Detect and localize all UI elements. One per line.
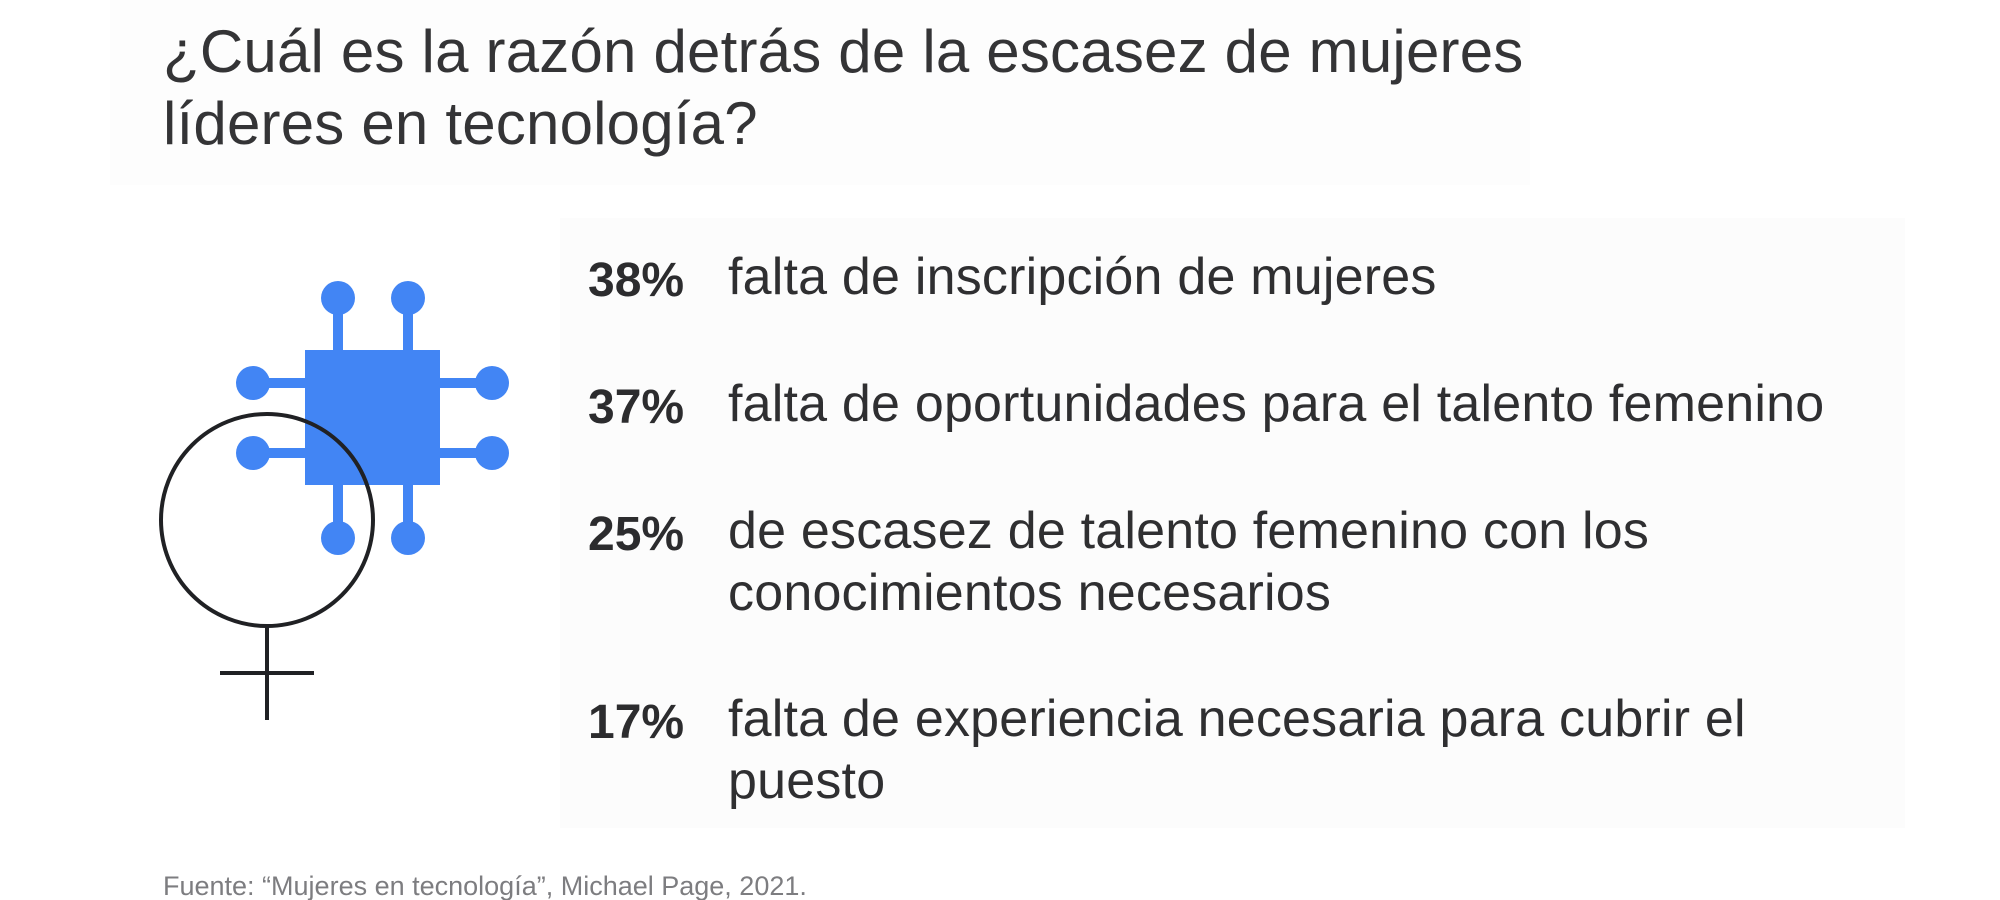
source-citation: Fuente: “Mujeres en tecnología”, Michael… bbox=[163, 871, 807, 900]
stat-description: de escasez de talento femenino con los c… bbox=[728, 502, 1650, 622]
stat-item-experiencia: 17% falta de experiencia necesaria para … bbox=[588, 688, 1838, 812]
stats-background bbox=[560, 218, 1905, 828]
stat-description: falta de experiencia necesaria para cubr… bbox=[728, 690, 1746, 810]
stat-item-escasez-talento: 25% de escasez de talento femenino con l… bbox=[588, 500, 1708, 624]
stat-percent: 38% bbox=[588, 254, 685, 307]
stat-description: falta de inscripción de mujeres bbox=[728, 248, 1437, 306]
chip-female-symbol-icon bbox=[159, 281, 509, 720]
stat-percent: 17% bbox=[588, 696, 685, 749]
stat-item-oportunidades: 37% falta de oportunidades para el talen… bbox=[588, 373, 2000, 439]
title-background bbox=[110, 0, 1530, 185]
stat-item-inscripcion: 38% falta de inscripción de mujeres bbox=[588, 246, 2000, 312]
stat-percent: 25% bbox=[588, 508, 685, 561]
stat-percent: 37% bbox=[588, 381, 685, 434]
stat-description: falta de oportunidades para el talento f… bbox=[728, 375, 1825, 433]
female-symbol-icon bbox=[159, 412, 375, 720]
microchip-icon bbox=[236, 281, 509, 555]
page-title: ¿Cuál es la razón detrás de la escasez d… bbox=[163, 18, 1524, 157]
